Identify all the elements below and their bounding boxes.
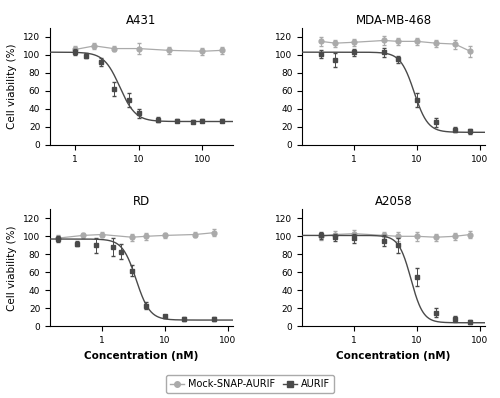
- Title: MDA-MB-468: MDA-MB-468: [356, 14, 432, 27]
- Title: A431: A431: [126, 14, 156, 27]
- Legend: Mock-SNAP-AURIF, AURIF: Mock-SNAP-AURIF, AURIF: [166, 375, 334, 393]
- X-axis label: Concentration (nM): Concentration (nM): [84, 351, 198, 361]
- Y-axis label: Cell viability (%): Cell viability (%): [8, 44, 18, 129]
- Y-axis label: Cell viability (%): Cell viability (%): [8, 225, 18, 310]
- Title: RD: RD: [133, 195, 150, 208]
- Title: A2058: A2058: [375, 195, 412, 208]
- X-axis label: Concentration (nM): Concentration (nM): [336, 351, 451, 361]
